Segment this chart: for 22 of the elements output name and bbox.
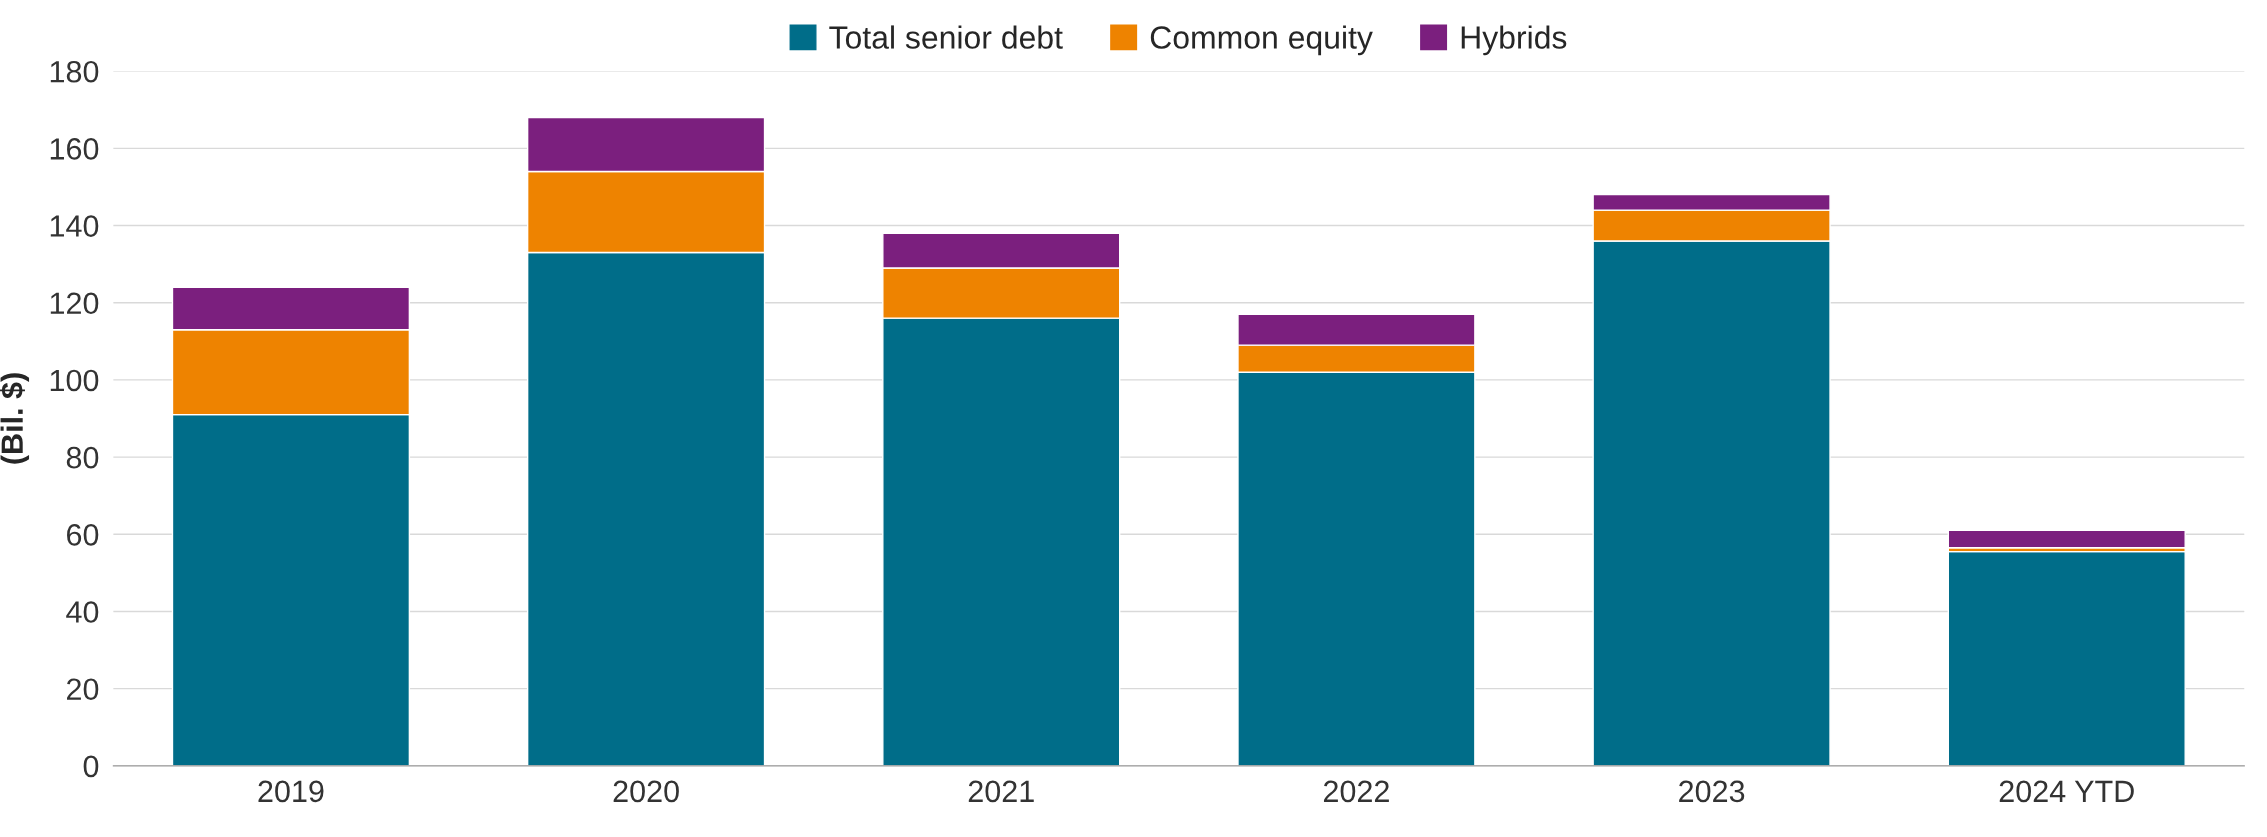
y-axis-title: (Bil. $) — [0, 373, 30, 464]
x-tick-label: 2019 — [258, 780, 324, 803]
x-tick-label: 2021 — [968, 780, 1034, 803]
x-tick-label: 2023 — [1679, 780, 1745, 803]
y-tick-label: 20 — [67, 678, 99, 701]
x-tick-label: 2024 YTD — [1999, 780, 2134, 803]
legend-label: Common equity — [1150, 25, 1373, 56]
x-tick-label: 2022 — [1323, 780, 1389, 803]
y-tick-label: 160 — [50, 138, 99, 160]
y-tick-label: 140 — [50, 215, 99, 237]
y-tick-label: 120 — [50, 292, 99, 315]
bar — [1947, 529, 2186, 549]
legend-label: Total senior debt — [829, 25, 1063, 49]
y-tick-label: 60 — [67, 524, 99, 546]
y-tick-label: 0 — [83, 755, 99, 778]
y-tick-label: 100 — [50, 369, 99, 392]
x-tick-label: 2020 — [613, 780, 679, 803]
y-tick-label: 40 — [66, 601, 99, 623]
legend-label: Hybrids — [1461, 25, 1567, 56]
bar — [1947, 550, 2186, 766]
y-tick-label: 80 — [66, 446, 99, 469]
y-tick-label: 180 — [50, 60, 99, 83]
